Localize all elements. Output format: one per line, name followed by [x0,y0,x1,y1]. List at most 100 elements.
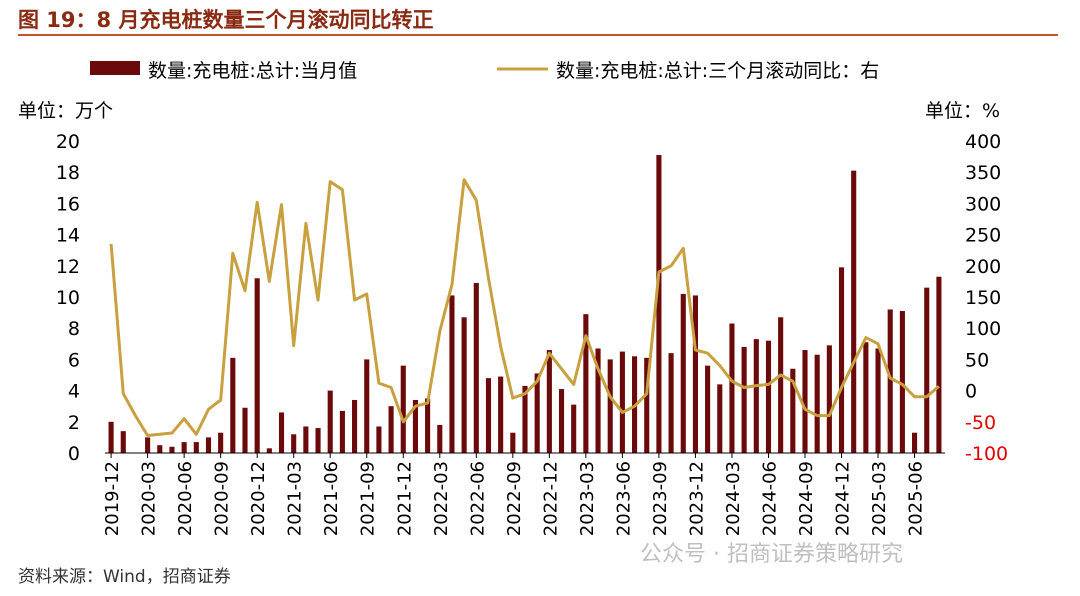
legend: 数量:充电桩:总计:当月值 数量:充电桩:总计:三个月滚动同比：右 [90,60,879,82]
right-tick-label: 350 [965,162,1001,184]
x-tick-label: 2023-09 [650,461,671,536]
left-tick-label: 0 [68,443,80,465]
bar-2021-09 [364,359,370,453]
x-tick-label: 2020-09 [212,461,233,536]
bar-2022-04 [449,295,455,453]
bar-2020-12 [254,278,260,453]
bar-2024-08 [790,368,796,453]
x-tick-label: 2020-06 [175,461,196,536]
bar-2025-01 [851,170,857,453]
source-note: 资料来源：Wind，招商证券 [18,567,231,587]
bar-2020-06 [181,442,187,453]
bar-2021-07 [339,410,345,453]
right-tick-label: 200 [965,256,1001,278]
bar-2025-05 [899,311,905,453]
bar-2021-11 [388,406,394,453]
bar-2025-07 [924,287,930,453]
right-tick-label: 100 [965,318,1001,340]
bar-2022-10 [522,385,528,453]
x-tick-label: 2023-06 [613,461,634,536]
x-tick-label: 2024-09 [796,461,817,536]
plot-area: 2018161412108642040035030025020015010050… [56,131,1008,536]
bar-2021-02 [278,412,285,453]
left-tick-label: 16 [56,193,80,215]
x-tick-label: 2022-12 [540,461,561,536]
chart-title: 图 19：8 月充电桩数量三个月滚动同比转正 [18,8,434,32]
bar-2023-03 [583,314,589,453]
bar-2023-10 [668,353,674,453]
bar-2022-08 [498,376,504,453]
bar-2021-03 [291,434,297,453]
x-tick-label: 2020-12 [248,461,269,536]
bar-2019-12 [108,421,114,453]
bar-2024-07 [778,317,784,453]
left-tick-label: 20 [56,131,80,153]
x-tick-label: 2025-06 [906,461,927,536]
bar-2020-07 [193,442,199,453]
bar-2023-05 [607,359,613,453]
x-tick-label: 2021-09 [358,461,379,536]
x-tick-label: 2023-03 [577,461,598,536]
bar-2024-04 [741,346,747,453]
bar-2025-02 [863,342,869,453]
bar-2022-03 [437,424,443,453]
bar-2020-09 [218,432,224,453]
line-series-yoy [109,178,940,437]
right-tick-label: 400 [965,131,1001,153]
x-tick-label: 2021-06 [321,461,342,536]
x-tick-label: 2022-09 [504,461,525,536]
bar-2021-12 [400,365,406,453]
x-tick-label: 2025-03 [869,461,890,536]
bar-2024-09 [802,350,808,453]
bar-2023-11 [680,293,686,453]
right-tick-label: 0 [965,381,977,403]
legend-bar-label: 数量:充电桩:总计:当月值 [148,60,357,82]
bar-2024-03 [729,323,735,453]
left-tick-label: 4 [68,381,80,403]
bar-2023-02 [571,404,577,453]
legend-bar-swatch [90,61,140,75]
left-axis-unit: 单位：万个 [18,100,113,122]
bar-2024-11 [826,345,832,453]
bar-2023-04 [595,348,601,453]
bar-2020-04 [157,445,163,453]
bar-2020-10 [230,357,236,453]
bar-2023-06 [619,351,625,453]
bar-2022-09 [510,432,516,453]
watermark: 公众号 · 招商证券策略研究 [640,542,903,567]
bar-2022-11 [534,373,540,453]
bar-2025-06 [912,432,918,453]
right-tick-label: -100 [965,443,1008,465]
x-tick-label: 2020-03 [139,461,160,536]
bar-2024-02 [717,384,723,453]
bar-2025-08 [936,276,942,453]
bar-2025-03 [875,348,881,453]
bar-2024-05 [753,339,759,453]
x-tick-label: 2021-03 [285,461,306,536]
bar-2021-06 [327,390,333,453]
bar-2022-12 [546,350,552,453]
left-tick-label: 8 [68,318,80,340]
bar-2021-10 [376,426,382,453]
x-tick-label: 2024-03 [723,461,744,536]
bar-2021-01 [266,448,272,453]
bar-2023-12 [692,295,698,453]
bar-2020-01 [120,431,126,453]
bar-2022-01 [412,399,418,453]
x-tick-label: 2023-12 [686,461,707,536]
bar-2024-10 [814,354,820,453]
bar-2024-06 [765,340,772,453]
x-tick-label: 2024-12 [833,461,854,536]
left-tick-label: 14 [56,225,80,247]
right-tick-label: 300 [965,193,1001,215]
bar-2020-05 [169,446,175,453]
bar-2020-08 [205,437,212,453]
right-tick-label: -50 [965,412,996,434]
x-tick-label: 2022-06 [467,461,488,536]
x-tick-label: 2021-12 [394,461,415,536]
legend-line-label: 数量:充电桩:总计:三个月滚动同比：右 [556,60,879,82]
bar-2023-01 [558,389,565,453]
bar-2020-03 [145,437,151,453]
bar-2022-02 [425,398,431,453]
right-axis-unit: 单位：% [925,100,1000,122]
